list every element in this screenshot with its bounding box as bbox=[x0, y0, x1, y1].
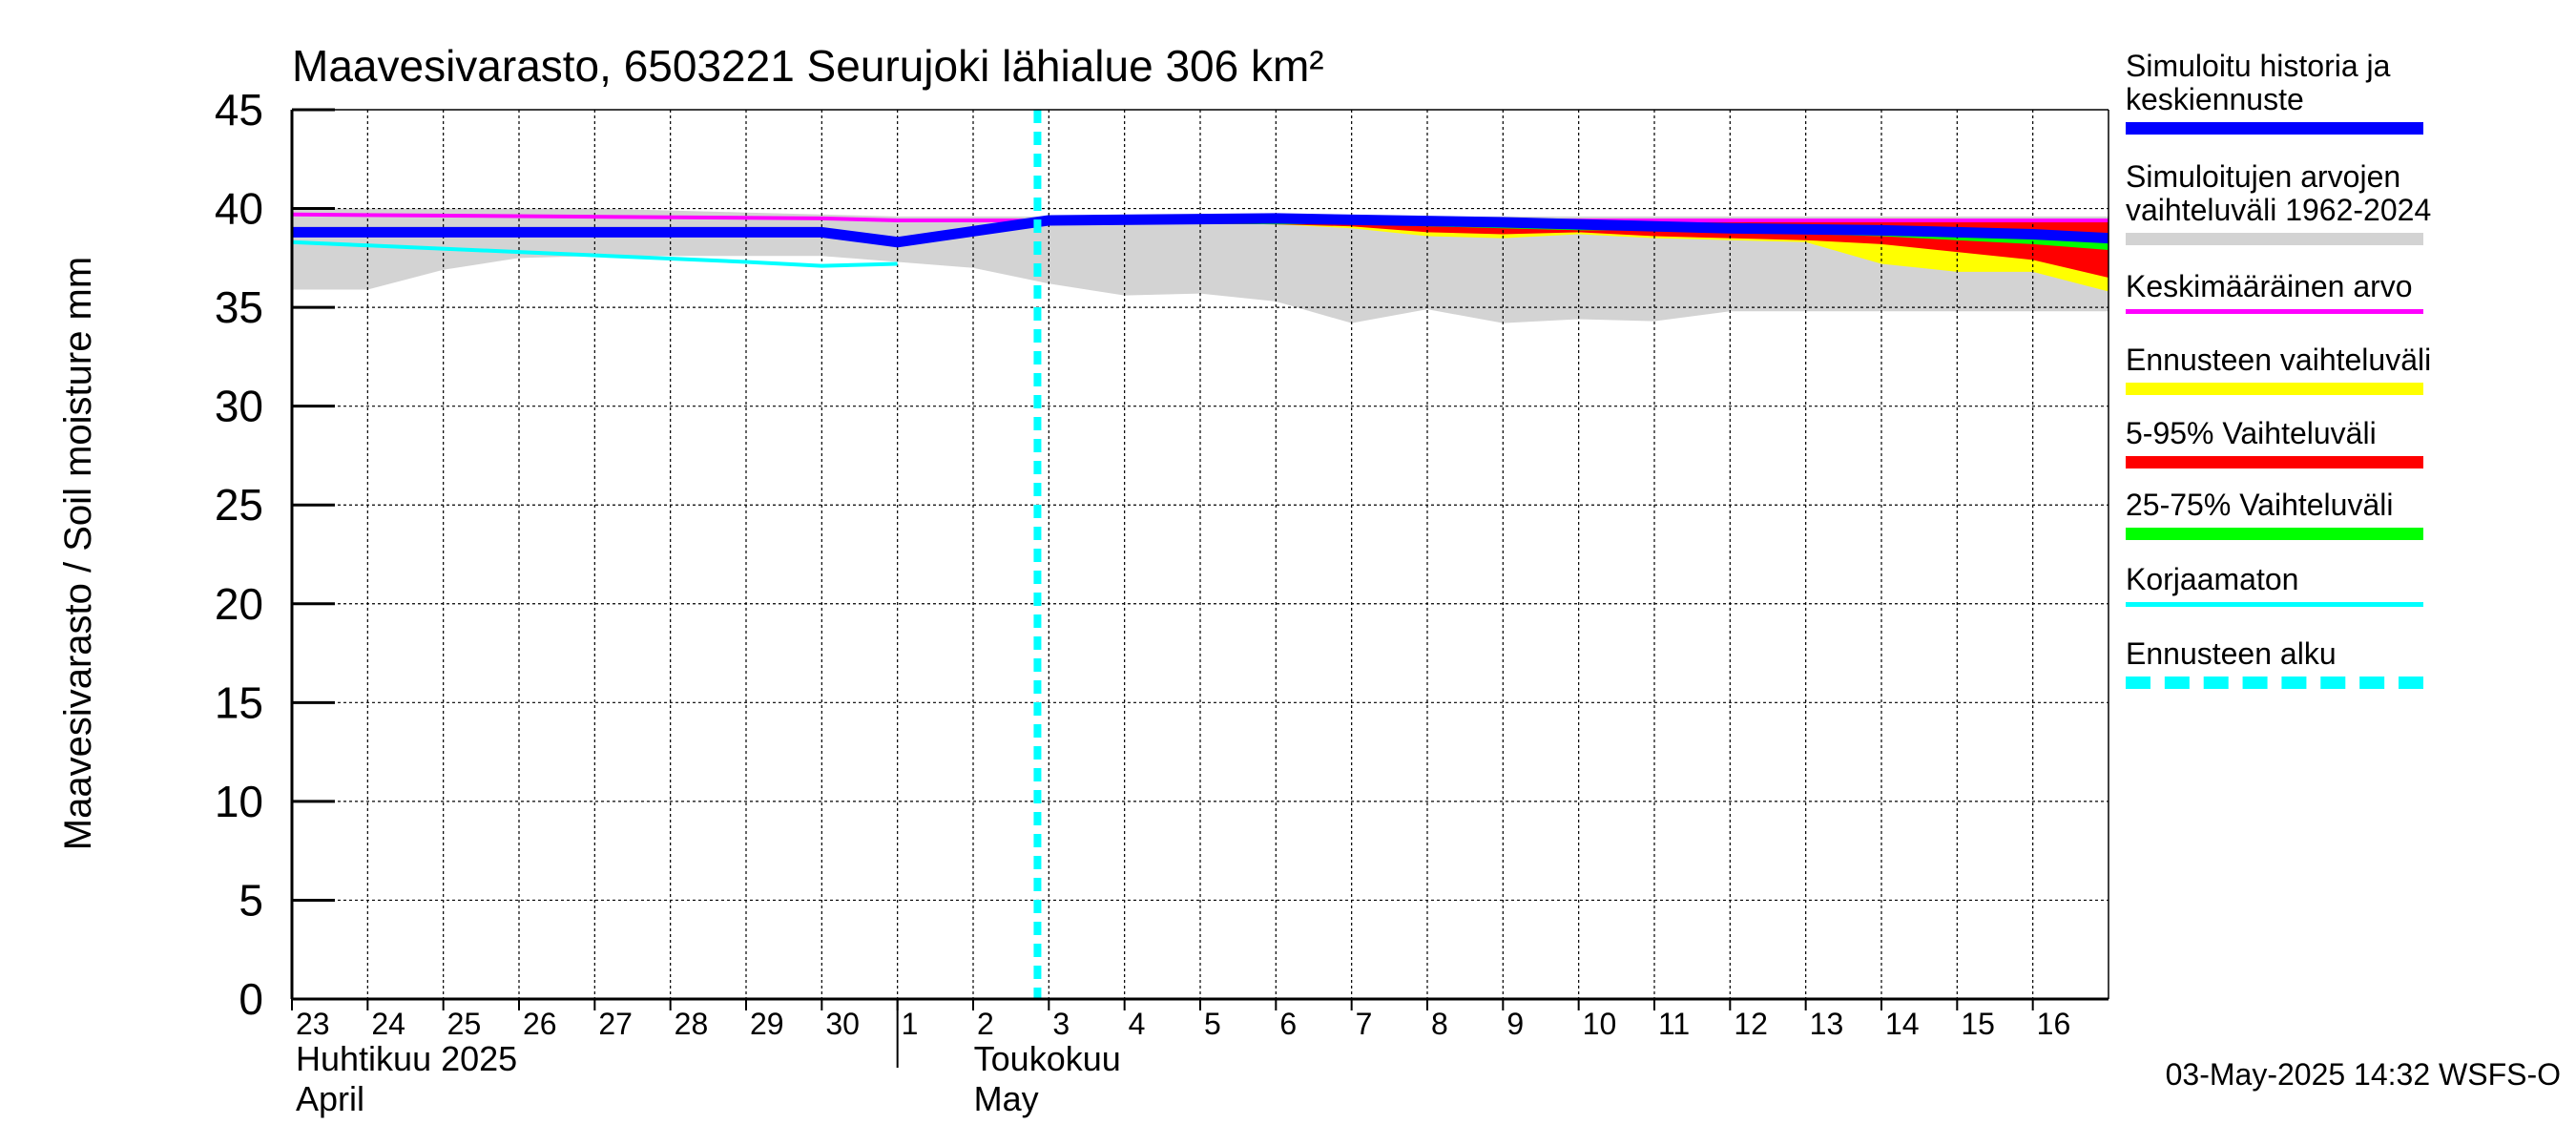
x-tick-label: 7 bbox=[1356, 1007, 1373, 1041]
legend-item: Keskimääräinen arvo bbox=[2126, 270, 2423, 314]
legend-label: 5-95% Vaihteluväli bbox=[2126, 416, 2377, 450]
x-tick-label: 5 bbox=[1204, 1007, 1221, 1041]
x-tick-label: 16 bbox=[2037, 1007, 2071, 1041]
legend-swatch bbox=[2126, 602, 2423, 607]
x-tick-label: 28 bbox=[675, 1007, 709, 1041]
series-line-korjaamaton bbox=[291, 239, 898, 268]
legend-item: Ennusteen alku bbox=[2126, 637, 2423, 689]
legend-item: Korjaamaton bbox=[2126, 563, 2423, 607]
y-tick-label: 25 bbox=[215, 480, 263, 530]
month-label-fi: Toukokuu bbox=[974, 1039, 1121, 1078]
y-tick-label: 40 bbox=[215, 184, 263, 234]
x-tick-label: 27 bbox=[598, 1007, 633, 1041]
timestamp-footer: 03-May-2025 14:32 WSFS-O bbox=[2165, 1057, 2561, 1092]
legend-label: Keskimääräinen arvo bbox=[2126, 269, 2413, 303]
legend-item: Ennusteen vaihteluväli bbox=[2126, 344, 2431, 395]
legend-swatch bbox=[2126, 309, 2423, 314]
x-tick-label: 24 bbox=[371, 1007, 405, 1041]
legend-swatch bbox=[2126, 383, 2423, 395]
x-tick-label: 3 bbox=[1052, 1007, 1070, 1041]
x-tick-label: 13 bbox=[1810, 1007, 1844, 1041]
chart-title: Maavesivarasto, 6503221 Seurujoki lähial… bbox=[292, 41, 1324, 91]
legend-item: 25-75% Vaihteluväli bbox=[2126, 489, 2423, 540]
legend-label: Ennusteen alku bbox=[2126, 636, 2337, 671]
legend-swatch bbox=[2126, 456, 2423, 468]
y-tick-label: 35 bbox=[215, 282, 263, 332]
x-tick-label: 2 bbox=[977, 1007, 994, 1041]
x-tick-label: 12 bbox=[1734, 1007, 1768, 1041]
y-tick-label: 45 bbox=[215, 85, 263, 135]
x-tick-label: 26 bbox=[523, 1007, 557, 1041]
x-tick-label: 29 bbox=[750, 1007, 784, 1041]
x-tick-label: 15 bbox=[1961, 1007, 1995, 1041]
x-tick-label: 23 bbox=[296, 1007, 330, 1041]
legend-item: Simuloitu historia ja keskiennuste bbox=[2126, 50, 2423, 135]
x-tick-label: 9 bbox=[1506, 1007, 1524, 1041]
y-tick-label: 5 bbox=[239, 875, 263, 925]
legend-label: 25-75% Vaihteluväli bbox=[2126, 488, 2394, 522]
y-tick-label: 20 bbox=[215, 579, 263, 629]
legend-label: Simuloitu historia ja keskiennuste bbox=[2126, 49, 2391, 116]
x-tick-label: 11 bbox=[1658, 1007, 1690, 1041]
y-tick-label: 30 bbox=[215, 382, 263, 431]
legend-swatch bbox=[2126, 122, 2423, 135]
x-tick-label: 14 bbox=[1885, 1007, 1920, 1041]
y-axis-label: Maavesivarasto / Soil moisture mm bbox=[57, 257, 99, 850]
x-tick-label: 8 bbox=[1431, 1007, 1448, 1041]
x-tick-label: 10 bbox=[1583, 1007, 1617, 1041]
legend-label: Simuloitujen arvojen vaihteluväli 1962-2… bbox=[2126, 159, 2432, 227]
legend-label: Korjaamaton bbox=[2126, 562, 2299, 596]
legend-item: Simuloitujen arvojen vaihteluväli 1962-2… bbox=[2126, 160, 2431, 245]
x-tick-label: 6 bbox=[1279, 1007, 1297, 1041]
month-label-en: April bbox=[296, 1079, 364, 1118]
x-tick-label: 25 bbox=[447, 1007, 482, 1041]
series-line-simuloitu-historia-ja-keskiennuste bbox=[292, 213, 2109, 248]
x-tick-label: 4 bbox=[1129, 1007, 1146, 1041]
y-tick-label: 10 bbox=[215, 777, 263, 826]
legend-swatch bbox=[2126, 233, 2423, 245]
legend-swatch bbox=[2126, 528, 2423, 540]
month-label-en: May bbox=[974, 1079, 1039, 1118]
month-label-fi: Huhtikuu 2025 bbox=[296, 1039, 517, 1078]
legend-swatch bbox=[2126, 677, 2423, 689]
x-tick-label: 1 bbox=[902, 1007, 919, 1041]
y-tick-label: 15 bbox=[215, 677, 263, 727]
y-tick-label: 0 bbox=[239, 974, 263, 1024]
x-tick-label: 30 bbox=[825, 1007, 860, 1041]
legend-label: Ennusteen vaihteluväli bbox=[2126, 343, 2432, 377]
legend-item: 5-95% Vaihteluväli bbox=[2126, 417, 2423, 468]
